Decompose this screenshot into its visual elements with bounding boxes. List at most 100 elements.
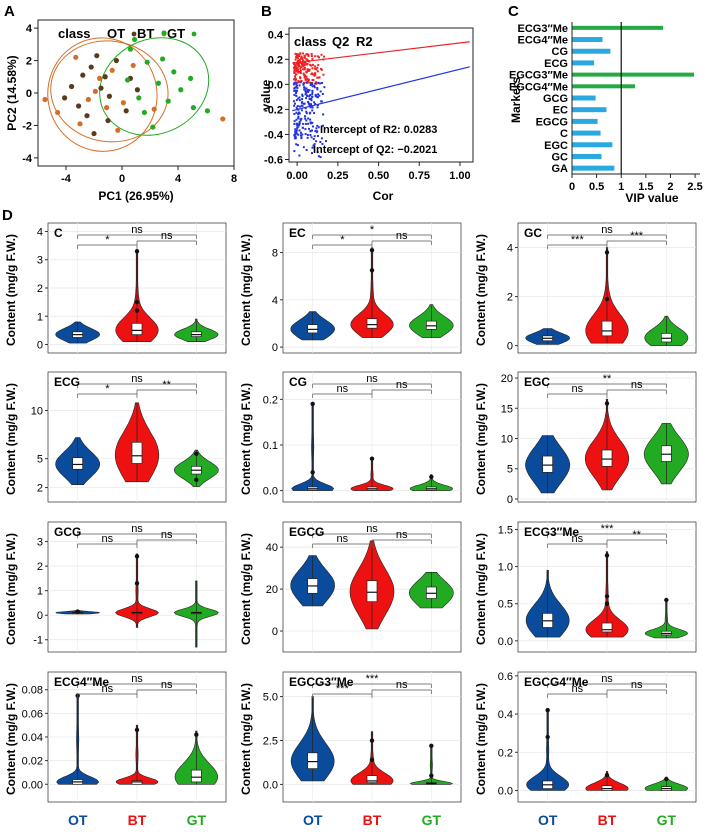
pca-point (91, 130, 97, 137)
violin-y-tick-label: 0.00 (22, 779, 43, 791)
perm-lines (292, 41, 470, 112)
violin-y-label: Content (mg/g F.W.) (239, 234, 253, 346)
violin-y-tick-label: 0 (37, 340, 43, 352)
violin-panel-2: 0 2 4 *** ns *** GC Content (mg/g F.W.) (474, 222, 697, 354)
pca-point (151, 106, 157, 112)
perm-point-q2 (296, 124, 299, 127)
perm-point-r2 (303, 54, 306, 57)
perm-point-r2 (302, 68, 305, 71)
pca-point (98, 85, 104, 91)
sig-label: ** (162, 379, 171, 391)
perm-point-q2 (293, 104, 296, 107)
violin-panel-10: 0.0 2.5 5.0 *** *** ns EGCG3″Me Content (mg/g F… (239, 671, 462, 803)
pca-point (73, 54, 79, 60)
pca-point (178, 87, 184, 93)
perm-point-r2 (300, 79, 303, 82)
violin-y-tick-label: 0 (507, 494, 513, 506)
perm-point-q2 (311, 95, 314, 98)
perm-point-q2 (309, 83, 312, 86)
group-label-bt: BT (363, 812, 382, 828)
violin-box (601, 622, 613, 633)
pca-point (109, 67, 115, 73)
violin-panel-6: -1 0 1 2 3 ns ns ns GCG Content (mg/g F.W.) (4, 521, 227, 653)
pca-point (94, 53, 100, 59)
vip-x-label: VIP value (625, 191, 678, 205)
perm-point-r2 (309, 81, 312, 84)
violin-panel-5: 0 5 10 15 20 ns ** ns EGC Content (mg/g F.W.) (474, 371, 697, 506)
perm-point-q2 (322, 113, 325, 116)
violin-y-tick-label: 1 (37, 311, 43, 323)
perm-point-q2 (309, 130, 312, 133)
pca-y-tick-label: 0 (26, 88, 32, 100)
perm-legend-title: class (294, 34, 327, 49)
pca-point (115, 127, 121, 133)
pca-point (113, 57, 119, 64)
perm-point-q2 (317, 93, 320, 96)
perm-point-q2 (316, 124, 319, 127)
violin-outlier (134, 554, 140, 559)
perm-point-q2 (311, 89, 314, 92)
violin-outlier (604, 601, 610, 606)
perm-point-q2 (317, 81, 320, 84)
perm-point-r2 (299, 52, 302, 55)
panel-letter-a: A (4, 3, 15, 20)
perm-point-q2 (315, 131, 318, 134)
perm-point-r2 (306, 78, 309, 81)
perm-point-r2 (293, 67, 296, 70)
perm-point-q2 (296, 105, 299, 108)
panel-letter-c: C (508, 3, 519, 20)
violin-y-tick-label: 0 (507, 341, 513, 353)
perm-point-q2 (293, 134, 296, 137)
violin-y-tick-label: 2 (37, 283, 43, 295)
perm-point-r2 (296, 66, 299, 69)
pca-point (85, 96, 91, 103)
perm-point-q2 (307, 90, 310, 93)
violin-outlier (604, 296, 610, 302)
violin-outlier (194, 732, 199, 737)
perm-point-q2 (293, 89, 296, 92)
violin-outlier (604, 594, 610, 599)
perm-point-q2 (303, 102, 306, 105)
perm-point-q2 (315, 127, 318, 130)
violin-y-label: Content (mg/g F.W.) (239, 383, 253, 495)
vip-category-label: GA (552, 163, 569, 175)
perm-point-q2 (294, 86, 297, 89)
violin-outlier (369, 456, 375, 461)
vip-bar (572, 72, 695, 77)
perm-point-q2 (298, 121, 301, 124)
perm-point-r2 (297, 68, 300, 71)
vip-bars (572, 25, 695, 171)
vip-bar (572, 48, 611, 54)
perm-point-q2 (304, 90, 307, 93)
perm-point-q2 (304, 115, 307, 118)
sig-label: ns (161, 529, 173, 541)
perm-point-r2 (294, 58, 297, 61)
violin-outlier (429, 743, 434, 748)
group-label-gt: GT (657, 812, 677, 828)
perm-point-r2 (318, 76, 321, 79)
perm-point-q2 (306, 133, 309, 136)
violin-outlier (134, 308, 140, 313)
violin-outlier (369, 738, 375, 743)
perm-point-r2 (295, 70, 298, 73)
violin-y-tick-label: 1.5 (498, 524, 513, 536)
sig-label: ns (131, 373, 143, 385)
sig-label: ns (572, 683, 584, 695)
perm-point-q2 (316, 88, 319, 91)
vip-bar (572, 165, 615, 171)
perm-point-r2 (310, 52, 313, 55)
violin-outlier (604, 773, 610, 778)
pca-point (171, 69, 177, 75)
perm-point-q2 (305, 112, 308, 115)
violin-outlier (134, 299, 140, 305)
perm-point-q2 (323, 86, 326, 89)
perm-point-q2 (314, 129, 317, 132)
vip-bar (572, 60, 595, 66)
violin-panel-title: EGCG4″Me (524, 675, 589, 689)
perm-point-r2 (315, 68, 318, 71)
perm-x-tick-label: 0.25 (327, 170, 348, 182)
perm-point-q2 (300, 117, 303, 120)
perm-point-r2 (297, 63, 300, 66)
perm-point-q2 (312, 144, 315, 147)
pca-point (123, 108, 129, 114)
